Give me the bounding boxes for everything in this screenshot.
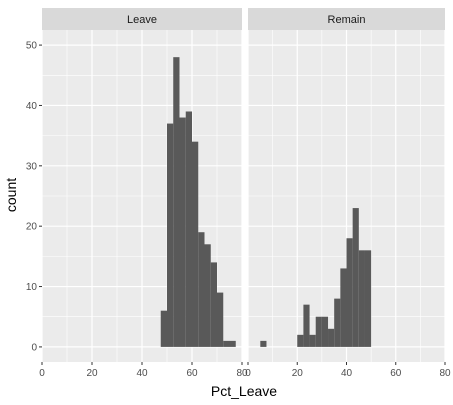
x-tick-label: 20: [86, 368, 98, 379]
histogram-bar: [328, 328, 335, 347]
y-tick-label: 10: [26, 282, 38, 293]
histogram-bar: [167, 123, 174, 347]
y-tick-label: 50: [26, 41, 38, 52]
histogram-bar: [352, 208, 359, 347]
facet-strip-label: Leave: [127, 14, 157, 26]
facet-strip: [248, 8, 445, 30]
x-axis: 0 20 40 60 800 20 40 60 80: [39, 362, 451, 379]
y-tick-label: 20: [26, 222, 38, 233]
y-axis: 0 10 20 30 40 50: [26, 41, 42, 353]
y-tick-label: 30: [26, 161, 38, 172]
facet-panel-leave: Leave: [41, 8, 243, 362]
histogram-bar: [260, 340, 267, 347]
histogram-bar: [185, 111, 192, 347]
facet-strip: [42, 8, 242, 30]
histogram-bar: [334, 298, 341, 347]
histogram-bar: [346, 238, 353, 347]
histogram-bar: [179, 117, 186, 347]
y-axis-title: count: [3, 178, 19, 212]
histogram-bar: [204, 244, 211, 347]
histogram-bar: [358, 250, 365, 347]
x-tick-label: 60: [390, 368, 402, 379]
x-tick-label: 40: [136, 368, 148, 379]
x-tick-label: 80: [236, 368, 248, 379]
facet-panels: Leave Remain: [41, 8, 446, 362]
x-tick-label: 0: [39, 368, 45, 379]
histogram-bar: [217, 292, 224, 347]
histogram-bar: [321, 316, 329, 347]
histogram-bar: [223, 340, 230, 347]
histogram-bar: [309, 334, 316, 347]
x-tick-label: 60: [186, 368, 198, 379]
y-tick-label: 40: [26, 101, 38, 112]
histogram-bar: [192, 141, 199, 347]
histogram-bar: [315, 316, 322, 347]
x-axis-title: Pct_Leave: [211, 383, 277, 399]
histogram-bar: [210, 262, 217, 347]
x-tick-label: 20: [292, 368, 304, 379]
histogram-bar: [160, 310, 167, 347]
histogram-bar: [198, 232, 205, 347]
x-tick-label: 40: [341, 368, 353, 379]
facet-strip-label: Remain: [328, 14, 366, 26]
histogram-bar: [173, 57, 180, 347]
histogram-bar: [297, 334, 304, 347]
histogram-bar: [340, 268, 347, 347]
histogram-bar: [364, 250, 372, 347]
x-tick-label: 0: [245, 368, 251, 379]
x-tick-label: 80: [439, 368, 451, 379]
y-tick-label: 0: [31, 342, 37, 353]
histogram-bar: [229, 340, 236, 347]
facet-panel-remain: Remain: [247, 8, 446, 362]
histogram-bar: [303, 304, 310, 347]
